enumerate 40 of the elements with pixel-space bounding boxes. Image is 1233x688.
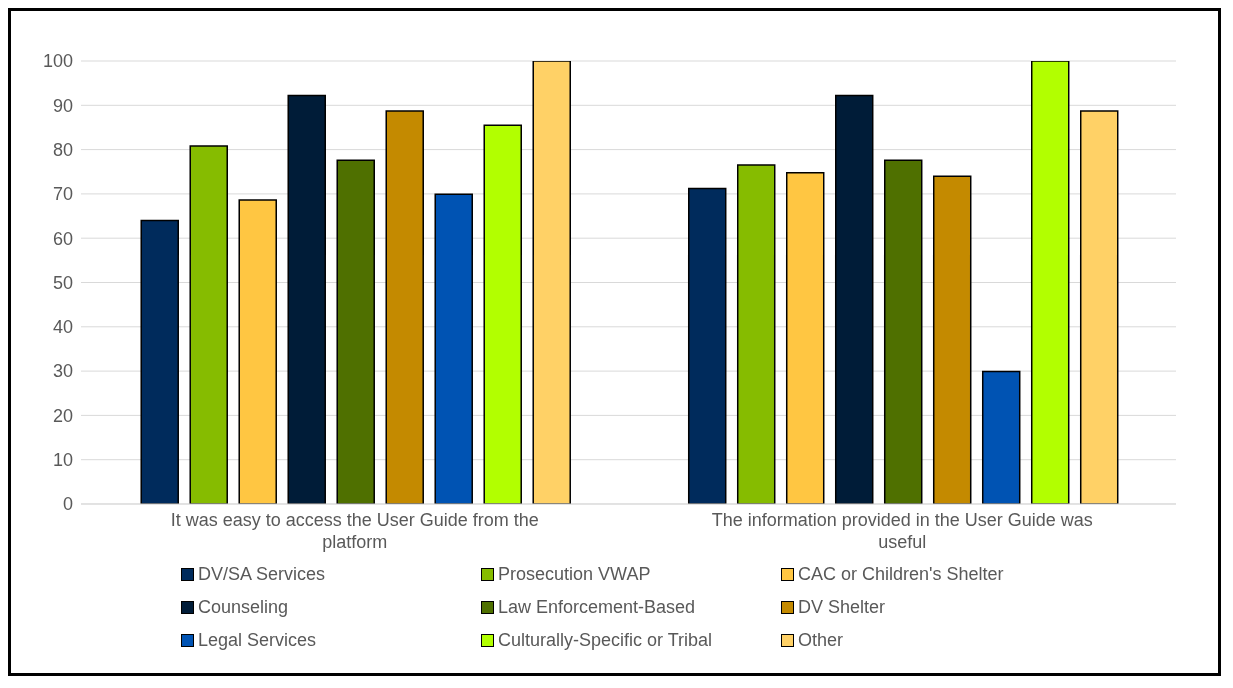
legend-label: CAC or Children's Shelter: [798, 564, 1004, 585]
bar: [932, 175, 972, 504]
bar: [336, 159, 375, 504]
legend-label: Counseling: [198, 597, 289, 618]
bar: [140, 219, 179, 504]
bar: [1030, 61, 1070, 504]
bar: [834, 94, 874, 504]
bar: [434, 193, 473, 504]
y-tick-label: 40: [52, 317, 73, 338]
bar: [385, 110, 424, 504]
legend-label: Legal Services: [198, 630, 317, 651]
bar: [1079, 110, 1119, 504]
legend-label: DV/SA Services: [198, 564, 326, 585]
y-tick-label: 20: [52, 405, 73, 426]
y-tick-label: 90: [52, 95, 73, 116]
bar: [287, 94, 326, 504]
bar: [238, 199, 277, 504]
bar: [736, 164, 776, 504]
bar: [883, 159, 923, 504]
legend-label: Other: [798, 630, 844, 651]
bar: [532, 61, 571, 504]
legend-label: Prosecution VWAP: [498, 564, 651, 585]
y-tick-label: 80: [52, 139, 73, 160]
x-tick-label: It was easy to access the User Guide from the platform: [170, 510, 539, 552]
legend-label: DV Shelter: [798, 597, 886, 618]
y-tick-label: 100: [42, 51, 73, 72]
y-tick-label: 0: [62, 494, 73, 515]
bar: [785, 171, 825, 504]
x-tick-label: The information provided in the User Guide was useful: [711, 510, 1093, 552]
y-tick-label: 10: [52, 450, 73, 471]
bar: [981, 370, 1021, 504]
bar: [687, 187, 727, 504]
bar: [483, 124, 522, 504]
y-tick-label: 30: [52, 361, 73, 382]
legend-label: Culturally-Specific or Tribal: [498, 630, 713, 651]
y-tick-label: 60: [52, 228, 73, 249]
legend-label: Law Enforcement-Based: [498, 597, 696, 618]
y-tick-label: 50: [52, 272, 73, 293]
bar: [189, 145, 228, 504]
y-tick-label: 70: [52, 184, 73, 205]
